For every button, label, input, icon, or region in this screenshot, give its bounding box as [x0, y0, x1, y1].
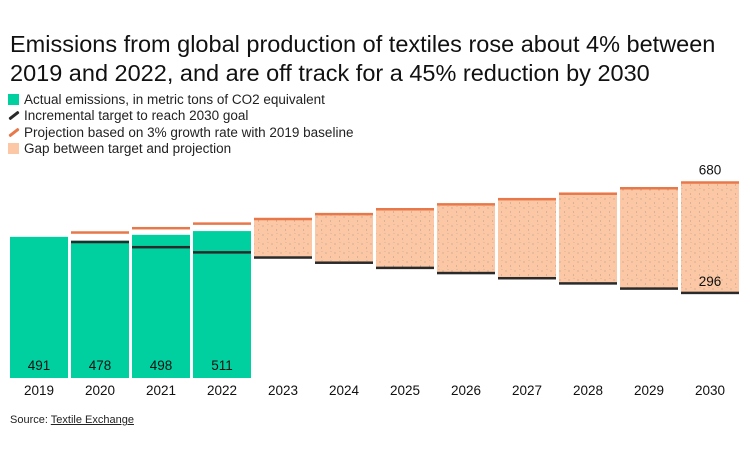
projection-mark-2028 [559, 192, 617, 195]
target-mark-2023 [254, 256, 312, 259]
data-label-2022: 511 [211, 358, 233, 373]
x-tick-label-2023: 2023 [268, 383, 298, 398]
gap-area-2023 [254, 219, 312, 258]
gap-area-2030 [681, 182, 739, 293]
source-note: Source: Textile Exchange [10, 414, 134, 426]
gap-area-2029 [620, 188, 678, 289]
gap-area-2026 [437, 204, 495, 274]
target-mark-2028 [559, 282, 617, 285]
projection-mark-2026 [437, 203, 495, 206]
target-mark-2021 [132, 245, 190, 249]
target-mark-2022 [193, 251, 251, 254]
legend-swatch-target [8, 110, 20, 121]
gap-area-2024 [315, 214, 373, 263]
data-label-2021: 498 [150, 358, 173, 373]
x-tick-label-2029: 2029 [634, 383, 664, 398]
legend-label-actual: Actual emissions, in metric tons of CO2 … [24, 91, 325, 107]
source-prefix: Source: [10, 414, 51, 426]
target-mark-2024 [315, 261, 373, 264]
emissions-chart: 2019 491 2020 478 2021 498 2022 511 2023 2024 2025… [10, 163, 739, 398]
source-link[interactable]: Textile Exchange [50, 414, 134, 426]
legend-item-gap: Gap between target and projection [8, 141, 353, 158]
x-tick-label-2020: 2020 [85, 383, 115, 398]
x-tick-label-2028: 2028 [573, 383, 603, 398]
legend-item-actual: Actual emissions, in metric tons of CO2 … [8, 91, 353, 108]
target-mark-2025 [376, 266, 434, 270]
end-label-projection: 680 [699, 163, 722, 178]
projection-mark-2029 [620, 187, 678, 190]
projection-mark-2025 [376, 207, 434, 211]
target-mark-2020 [71, 240, 129, 244]
legend-item-target: Incremental target to reach 2030 goal [8, 108, 353, 125]
projection-mark-2030 [681, 181, 739, 184]
gap-area-2027 [498, 199, 556, 279]
x-tick-label-2030: 2030 [695, 383, 725, 398]
legend-label-gap: Gap between target and projection [24, 141, 232, 157]
bar-actual-2019 [10, 236, 68, 378]
gap-area-2025 [376, 209, 434, 268]
chart-title: Emissions from global production of text… [10, 31, 716, 86]
projection-mark-2023 [254, 217, 312, 221]
projection-mark-2021 [132, 226, 190, 230]
legend: Actual emissions, in metric tons of CO2 … [8, 91, 353, 157]
legend-swatch-actual [8, 93, 19, 105]
projection-mark-2027 [498, 197, 556, 201]
bar-actual-2020 [71, 240, 129, 378]
target-mark-2027 [498, 276, 556, 280]
projection-mark-2024 [315, 212, 373, 216]
data-label-2019: 491 [28, 358, 51, 373]
gap-area-2028 [559, 193, 617, 284]
bar-actual-2021 [132, 234, 190, 378]
legend-label-target: Incremental target to reach 2030 goal [24, 108, 249, 124]
target-mark-2029 [620, 287, 678, 290]
legend-label-projection: Projection based on 3% growth rate with … [24, 124, 354, 140]
x-tick-label-2021: 2021 [146, 383, 176, 398]
x-tick-label-2024: 2024 [329, 383, 360, 398]
legend-swatch-projection [8, 127, 20, 138]
x-tick-label-2027: 2027 [512, 383, 542, 398]
legend-item-projection: Projection based on 3% growth rate with … [8, 124, 353, 141]
projection-mark-2020 [71, 231, 129, 234]
end-label-target: 296 [699, 274, 722, 289]
x-tick-label-2019: 2019 [24, 383, 54, 398]
x-tick-label-2026: 2026 [451, 383, 481, 398]
projection-mark-2022 [193, 222, 251, 225]
data-label-2020: 478 [89, 358, 112, 373]
target-mark-2026 [437, 271, 495, 275]
x-tick-label-2025: 2025 [390, 383, 420, 398]
legend-swatch-gap [8, 143, 19, 155]
x-tick-label-2022: 2022 [207, 383, 237, 398]
bar-actual-2022 [193, 231, 251, 378]
target-mark-2030 [681, 291, 739, 295]
